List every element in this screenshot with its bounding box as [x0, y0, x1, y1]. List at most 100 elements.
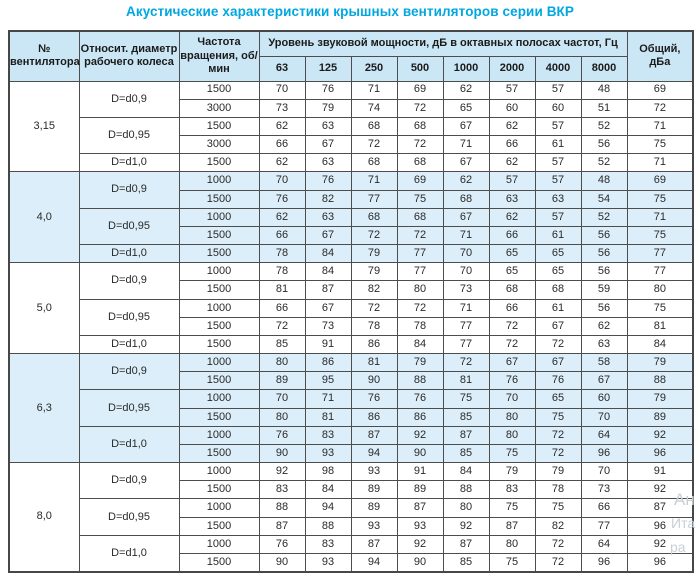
- speed-cell: 1000: [178, 389, 260, 409]
- value-cell: 57: [534, 116, 582, 137]
- value-cell: 86: [350, 407, 398, 427]
- value-cell: 90: [350, 371, 398, 391]
- value-cell: 70: [580, 462, 628, 482]
- value-cell: 66: [580, 498, 628, 518]
- value-cell: 82: [534, 516, 582, 536]
- value-cell: 66: [258, 298, 306, 318]
- value-cell: 76: [534, 371, 582, 391]
- value-cell: 86: [350, 334, 398, 355]
- value-cell: 74: [350, 98, 398, 118]
- value-cell: 91: [396, 462, 444, 482]
- value-cell: 61: [534, 225, 582, 246]
- speed-cell: 1000: [178, 462, 260, 482]
- value-cell: 70: [258, 389, 306, 409]
- speed-cell: 1500: [178, 80, 260, 100]
- header-speed: Частота вращения, об/мин: [178, 30, 260, 82]
- value-cell: 72: [534, 334, 582, 355]
- value-cell: 62: [258, 207, 306, 227]
- page-title: Акустические характеристики крышных вент…: [125, 4, 574, 19]
- table-header: № вентилятора Относит. диаметр рабочего …: [8, 30, 694, 82]
- speed-cell: 1500: [178, 552, 260, 573]
- value-cell: 68: [350, 207, 398, 227]
- value-cell: 65: [534, 262, 582, 282]
- value-cell: 72: [396, 298, 444, 318]
- table-row: 1500 87 88 93 93 92 87 82 77 96: [9, 516, 694, 536]
- value-cell: 62: [258, 153, 306, 173]
- value-cell: 81: [442, 371, 490, 391]
- total-cell: 96: [626, 552, 694, 573]
- value-cell: 80: [488, 407, 536, 427]
- value-cell: 62: [258, 116, 306, 137]
- header-total: Общий, дБа: [626, 30, 694, 82]
- diameter-cell: D=d0,9: [78, 171, 180, 209]
- value-cell: 63: [304, 153, 352, 173]
- diameter-cell: D=d1,0: [78, 534, 180, 573]
- value-cell: 76: [258, 425, 306, 445]
- value-cell: 78: [534, 480, 582, 500]
- value-cell: 75: [488, 443, 536, 464]
- value-cell: 95: [304, 371, 352, 391]
- value-cell: 75: [442, 389, 490, 409]
- value-cell: 83: [488, 480, 536, 500]
- value-cell: 72: [350, 225, 398, 246]
- table-row: 6,3 D=d0,9 1000 80 86 81 79 72 67 67 58 79: [8, 353, 694, 464]
- value-cell: 77: [442, 316, 490, 336]
- diameter-cell: D=d0,9: [78, 462, 180, 500]
- value-cell: 85: [442, 552, 490, 573]
- diameter-cell: D=d0,95: [78, 389, 180, 427]
- value-cell: 72: [534, 534, 582, 554]
- table-row: 1500 66 67 72 72 71 66 61 56 75: [9, 225, 694, 246]
- value-cell: 71: [350, 80, 398, 100]
- value-cell: 85: [442, 407, 490, 427]
- fan-number-cell: 4,0: [8, 171, 80, 264]
- value-cell: 76: [304, 80, 352, 100]
- value-cell: 87: [350, 534, 398, 554]
- speed-cell: 1500: [178, 371, 260, 391]
- value-cell: 96: [580, 552, 628, 573]
- value-cell: 73: [304, 316, 352, 336]
- value-cell: 75: [534, 498, 582, 518]
- table-row: D=d1,0 1000 76 83 87 92 87 80 72 64 92: [9, 534, 694, 573]
- header-diameter: Относит. диаметр рабочего колеса: [78, 30, 180, 82]
- value-cell: 57: [488, 80, 536, 100]
- table-body: 3,15 D=d0,9 1500 70 76 71 69 62 57 57 48 69 3000 73 79…: [8, 80, 694, 573]
- table-row: 1500 76 82 77 75 68 63 63 54 75: [9, 189, 694, 209]
- total-cell: 96: [626, 443, 694, 464]
- value-cell: 94: [304, 498, 352, 518]
- total-cell: 89: [626, 407, 694, 427]
- value-cell: 84: [442, 462, 490, 482]
- diameter-cell: D=d0,95: [78, 298, 180, 336]
- value-cell: 88: [304, 516, 352, 536]
- value-cell: 77: [580, 516, 628, 536]
- speed-cell: 1000: [178, 298, 260, 318]
- header-freq-4000: 4000: [534, 55, 582, 82]
- value-cell: 76: [350, 389, 398, 409]
- value-cell: 63: [534, 189, 582, 209]
- table-row: 1500 72 73 78 78 77 72 67 62 81: [9, 316, 694, 336]
- value-cell: 79: [304, 98, 352, 118]
- value-cell: 67: [304, 225, 352, 246]
- value-cell: 72: [534, 552, 582, 573]
- total-cell: 69: [626, 171, 694, 191]
- value-cell: 67: [580, 371, 628, 391]
- diameter-cell: D=d0,9: [78, 262, 180, 300]
- value-cell: 76: [488, 371, 536, 391]
- speed-cell: 1500: [178, 244, 260, 264]
- value-cell: 86: [304, 353, 352, 373]
- value-cell: 83: [304, 425, 352, 445]
- value-cell: 87: [350, 425, 398, 445]
- total-cell: 96: [626, 516, 694, 536]
- value-cell: 85: [258, 334, 306, 355]
- value-cell: 98: [304, 462, 352, 482]
- value-cell: 80: [442, 498, 490, 518]
- value-cell: 89: [350, 498, 398, 518]
- value-cell: 78: [396, 316, 444, 336]
- value-cell: 93: [350, 516, 398, 536]
- value-cell: 75: [488, 498, 536, 518]
- value-cell: 72: [488, 334, 536, 355]
- value-cell: 62: [580, 316, 628, 336]
- table-row: D=d1,0 1500 62 63 68 68 67 62 57 52 71: [9, 153, 694, 173]
- value-cell: 94: [350, 552, 398, 573]
- total-cell: 84: [626, 334, 694, 355]
- value-cell: 67: [442, 207, 490, 227]
